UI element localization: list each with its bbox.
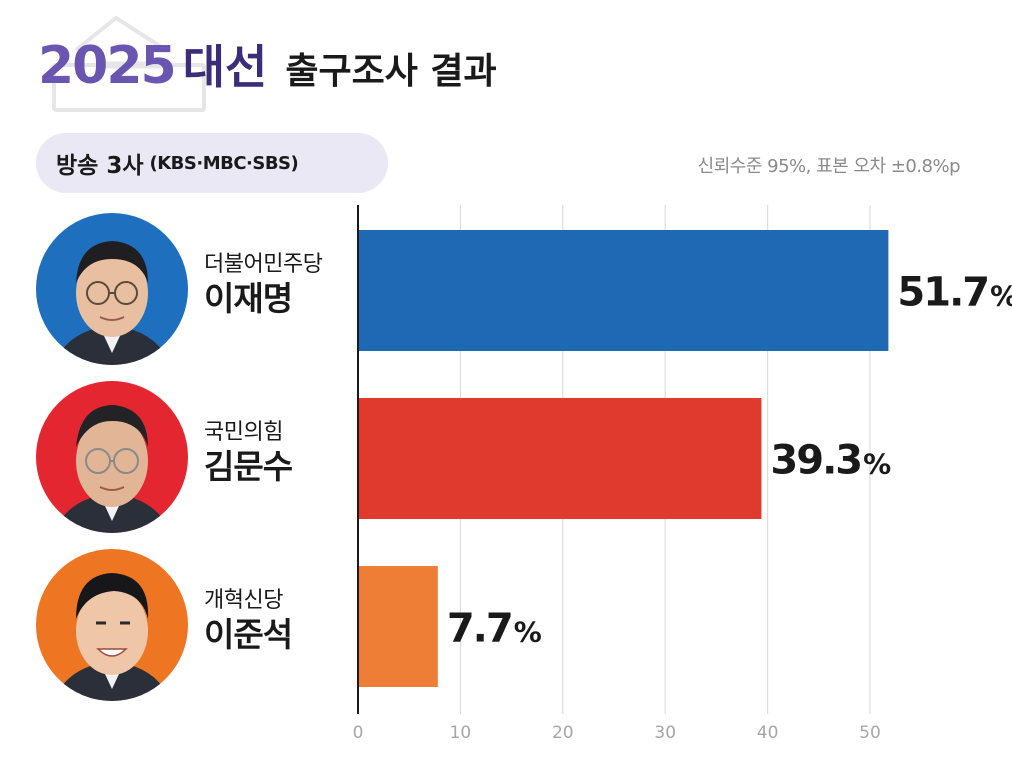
- candidate-kim-moonsoo: 국민의힘 김문수: [36, 381, 346, 533]
- avatar: [36, 549, 188, 701]
- candidate-photo-icon: [36, 213, 188, 365]
- ballot-box-icon: [52, 15, 206, 112]
- confidence-note: 신뢰수준 95%, 표본 오차 ±0.8%p: [697, 156, 961, 177]
- candidate-lee-junseok: 개혁신당 이준석: [36, 549, 346, 701]
- value-label-3: 7.7%: [447, 606, 542, 652]
- candidate-photo-icon: [36, 549, 188, 701]
- source-badge: 방송 3사 (KBS·MBC·SBS): [36, 133, 388, 193]
- value-label-2: 39.3%: [770, 438, 891, 484]
- value-label-1: 51.7%: [897, 270, 1012, 316]
- candidate-lee-jaemyung: 더불어민주당 이재명: [36, 213, 346, 365]
- bar-1: [359, 230, 889, 351]
- source-sub: (KBS·MBC·SBS): [149, 152, 299, 174]
- x-tick-label-10: 10: [450, 723, 472, 743]
- bar-2: [359, 398, 762, 519]
- x-tick-label-50: 50: [859, 723, 881, 743]
- party-label: 개혁신당: [204, 588, 283, 613]
- candidate-name: 이재명: [204, 279, 293, 318]
- x-tick-label-0: 0: [353, 723, 364, 743]
- avatar: [36, 381, 188, 533]
- bar-3: [359, 566, 438, 687]
- candidate-name: 이준석: [204, 615, 293, 654]
- x-tick-label-40: 40: [757, 723, 779, 743]
- x-tick-label-30: 30: [654, 723, 676, 743]
- title-year: 2025: [38, 36, 177, 96]
- x-tick-label-20: 20: [552, 723, 574, 743]
- avatar: [36, 213, 188, 365]
- page-title: 2025 대선 출구조사 결과: [38, 36, 497, 96]
- candidate-name: 김문수: [204, 447, 293, 486]
- party-label: 더불어민주당: [204, 252, 323, 277]
- title-word: 대선: [182, 40, 268, 94]
- party-label: 국민의힘: [204, 420, 283, 445]
- title-rest: 출구조사 결과: [285, 51, 497, 92]
- candidate-photo-icon: [36, 381, 188, 533]
- source-main: 방송 3사: [56, 153, 144, 179]
